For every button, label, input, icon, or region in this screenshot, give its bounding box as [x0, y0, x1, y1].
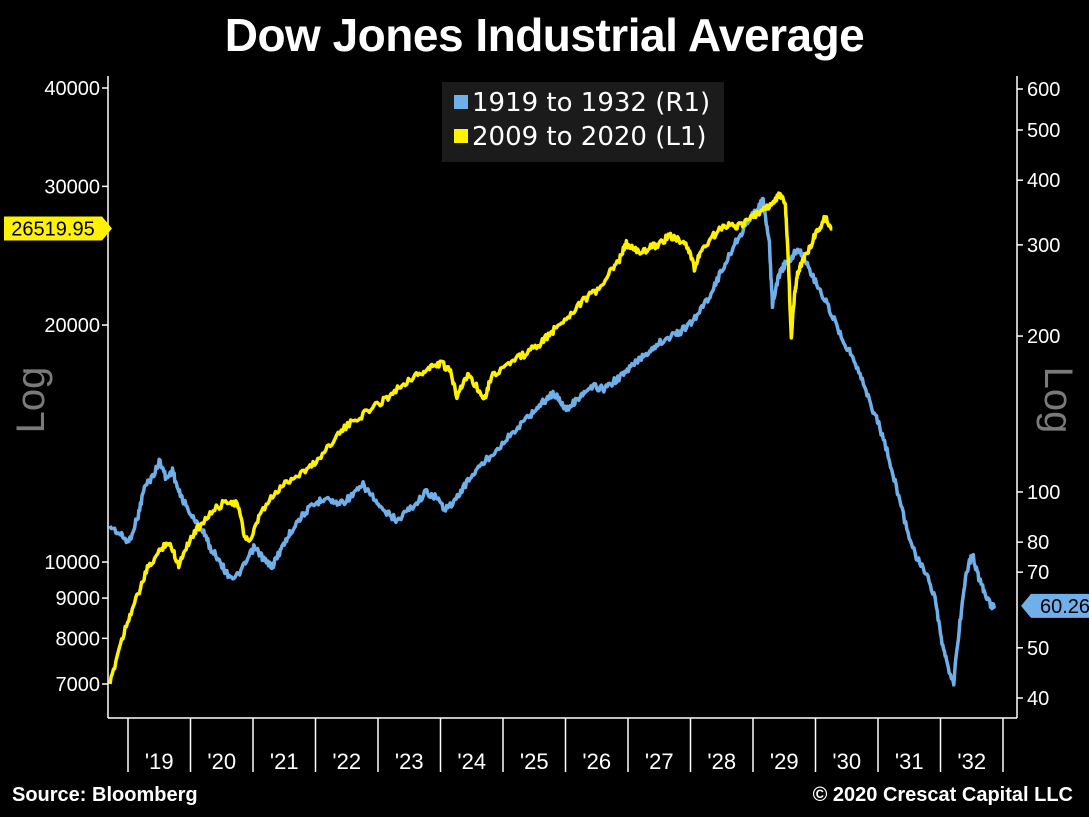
x-tick-label: '30 — [832, 749, 861, 774]
right-last-value-tag — [1021, 593, 1089, 618]
x-tick-label: '23 — [395, 749, 424, 774]
left-tick-label: 8000 — [56, 628, 101, 650]
x-tick-label: '29 — [770, 749, 799, 774]
x-tick-label: '27 — [645, 749, 674, 774]
right-tick-label: 50 — [1027, 638, 1049, 660]
right-tick-label: 400 — [1027, 170, 1060, 192]
x-tick-label: '28 — [707, 749, 736, 774]
right-axis-label: Log — [1036, 367, 1080, 434]
right-tick-label: 70 — [1027, 562, 1049, 584]
left-tick-label: 40000 — [44, 78, 100, 100]
left-tick-label: 7000 — [56, 674, 101, 696]
copyright-note: © 2020 Crescat Capital LLC — [812, 784, 1073, 806]
x-tick-label: '20 — [207, 749, 236, 774]
x-tick-label: '24 — [457, 749, 486, 774]
x-tick-label: '26 — [582, 749, 611, 774]
left-tick-label: 9000 — [56, 588, 101, 610]
right-tick-label: 100 — [1027, 482, 1060, 504]
series-line-1919-1932 — [108, 196, 997, 687]
right-axis: 600 500 400 300 200 100 80 70 50 40 Log — [1016, 76, 1080, 718]
series-line-2009-2020 — [108, 191, 833, 685]
x-tick-label: '22 — [332, 749, 361, 774]
legend: 1919 to 1932 (R1) 2009 to 2020 (L1) — [442, 82, 724, 162]
left-tick-label: 30000 — [44, 176, 100, 198]
left-last-value-tag — [4, 216, 112, 241]
x-tick-label: '19 — [145, 749, 174, 774]
x-tick-label: '21 — [270, 749, 299, 774]
left-tick-label: 10000 — [44, 552, 100, 574]
right-tick-label: 300 — [1027, 235, 1060, 257]
left-tick-label: 20000 — [44, 315, 100, 337]
right-tick-label: 80 — [1027, 532, 1049, 554]
right-tick-label: 40 — [1027, 688, 1049, 710]
right-last-value-label: 60.26 — [1040, 596, 1089, 618]
legend-label: 2009 to 2020 (L1) — [472, 122, 707, 152]
legend-swatch-yellow — [454, 128, 468, 143]
source-note: Source: Bloomberg — [12, 784, 198, 806]
x-tick-label: '32 — [957, 749, 986, 774]
legend-item-1919-1932: 1919 to 1932 (R1) — [454, 88, 710, 118]
right-tick-label: 600 — [1027, 79, 1060, 101]
legend-label: 1919 to 1932 (R1) — [472, 88, 711, 118]
value-tags: 26519.95 60.26 — [4, 216, 1089, 618]
right-tick-label: 500 — [1027, 120, 1060, 142]
chart-title: Dow Jones Industrial Average — [224, 9, 865, 61]
right-tick-label: 200 — [1027, 326, 1060, 348]
left-axis: 40000 30000 20000 10000 9000 8000 7000 Log — [9, 76, 109, 718]
legend-swatch-blue — [454, 94, 468, 109]
left-axis-label: Log — [9, 367, 53, 434]
left-last-value-label: 26519.95 — [11, 219, 94, 241]
x-tick-label: '31 — [895, 749, 924, 774]
legend-item-2009-2020: 2009 to 2020 (L1) — [454, 122, 707, 152]
series-layer — [108, 191, 997, 687]
x-axis: '19 '20 '21 '22 '23 '24 '25 '26 '27 '28 '29 '30 '31 '… — [108, 717, 1017, 774]
x-tick-label: '25 — [520, 749, 549, 774]
